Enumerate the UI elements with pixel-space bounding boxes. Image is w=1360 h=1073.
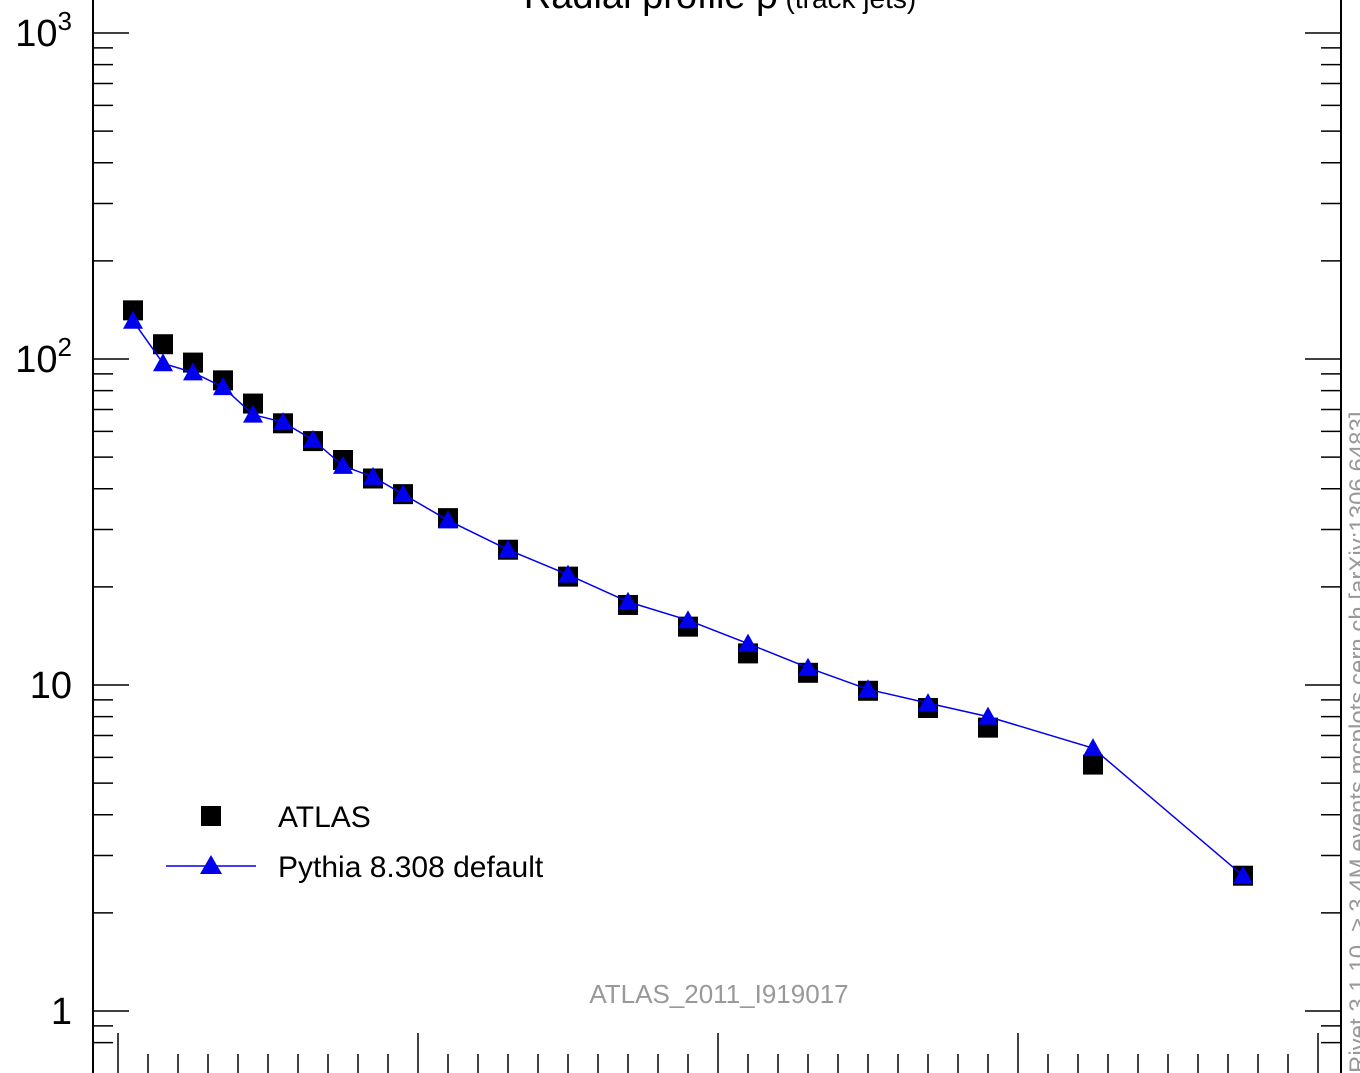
pythia-point bbox=[363, 466, 383, 485]
series-layer bbox=[123, 300, 1253, 886]
pythia-point bbox=[798, 657, 818, 676]
y-tick-label: 10 bbox=[30, 665, 72, 707]
side-label: Rivet 3.1.10, ≥ 3.4M events mcplots.cern… bbox=[1345, 411, 1360, 1073]
pythia-point bbox=[618, 591, 638, 610]
y-tick-label: 102 bbox=[15, 332, 72, 381]
y-axis-tick-labels: 1 10 102 103 bbox=[15, 6, 72, 1033]
pythia-point bbox=[978, 706, 998, 725]
legend: ATLAS Pythia 8.308 default bbox=[166, 801, 544, 884]
chart-title: Radial profile ρ (track jets) bbox=[524, 0, 916, 17]
pythia-point bbox=[558, 564, 578, 583]
legend-label-atlas: ATLAS bbox=[278, 801, 371, 834]
axis-ticks bbox=[93, 32, 1341, 1073]
pythia-point bbox=[1083, 738, 1103, 757]
legend-label-pythia: Pythia 8.308 default bbox=[278, 851, 544, 884]
y-tick-label: 103 bbox=[15, 6, 72, 55]
y-tick-label: 1 bbox=[51, 991, 72, 1033]
pythia-point bbox=[333, 455, 353, 474]
pythia-point bbox=[858, 679, 878, 698]
pythia-point bbox=[393, 484, 413, 503]
pythia-point bbox=[273, 412, 293, 431]
pythia-point bbox=[678, 610, 698, 629]
legend-marker-atlas bbox=[201, 806, 221, 826]
pythia-point bbox=[438, 510, 458, 529]
pythia-point bbox=[1233, 865, 1253, 884]
pythia-point bbox=[123, 310, 143, 329]
plot-frame bbox=[92, 0, 1342, 1073]
pythia-point bbox=[303, 429, 323, 448]
pythia-point bbox=[213, 377, 233, 396]
atlas-point bbox=[153, 334, 173, 355]
atlas-point bbox=[243, 393, 263, 414]
atlas-point bbox=[1083, 754, 1103, 775]
pythia-point bbox=[153, 353, 173, 372]
legend-marker-pythia bbox=[200, 855, 222, 874]
pythia-point bbox=[738, 633, 758, 652]
pythia-point bbox=[918, 693, 938, 712]
pythia-line bbox=[132, 320, 1244, 877]
pythia-point bbox=[183, 362, 203, 381]
pythia-point bbox=[243, 404, 263, 423]
watermark: ATLAS_2011_I919017 bbox=[589, 979, 848, 1009]
pythia-point bbox=[498, 539, 518, 558]
atlas-point bbox=[123, 300, 143, 321]
